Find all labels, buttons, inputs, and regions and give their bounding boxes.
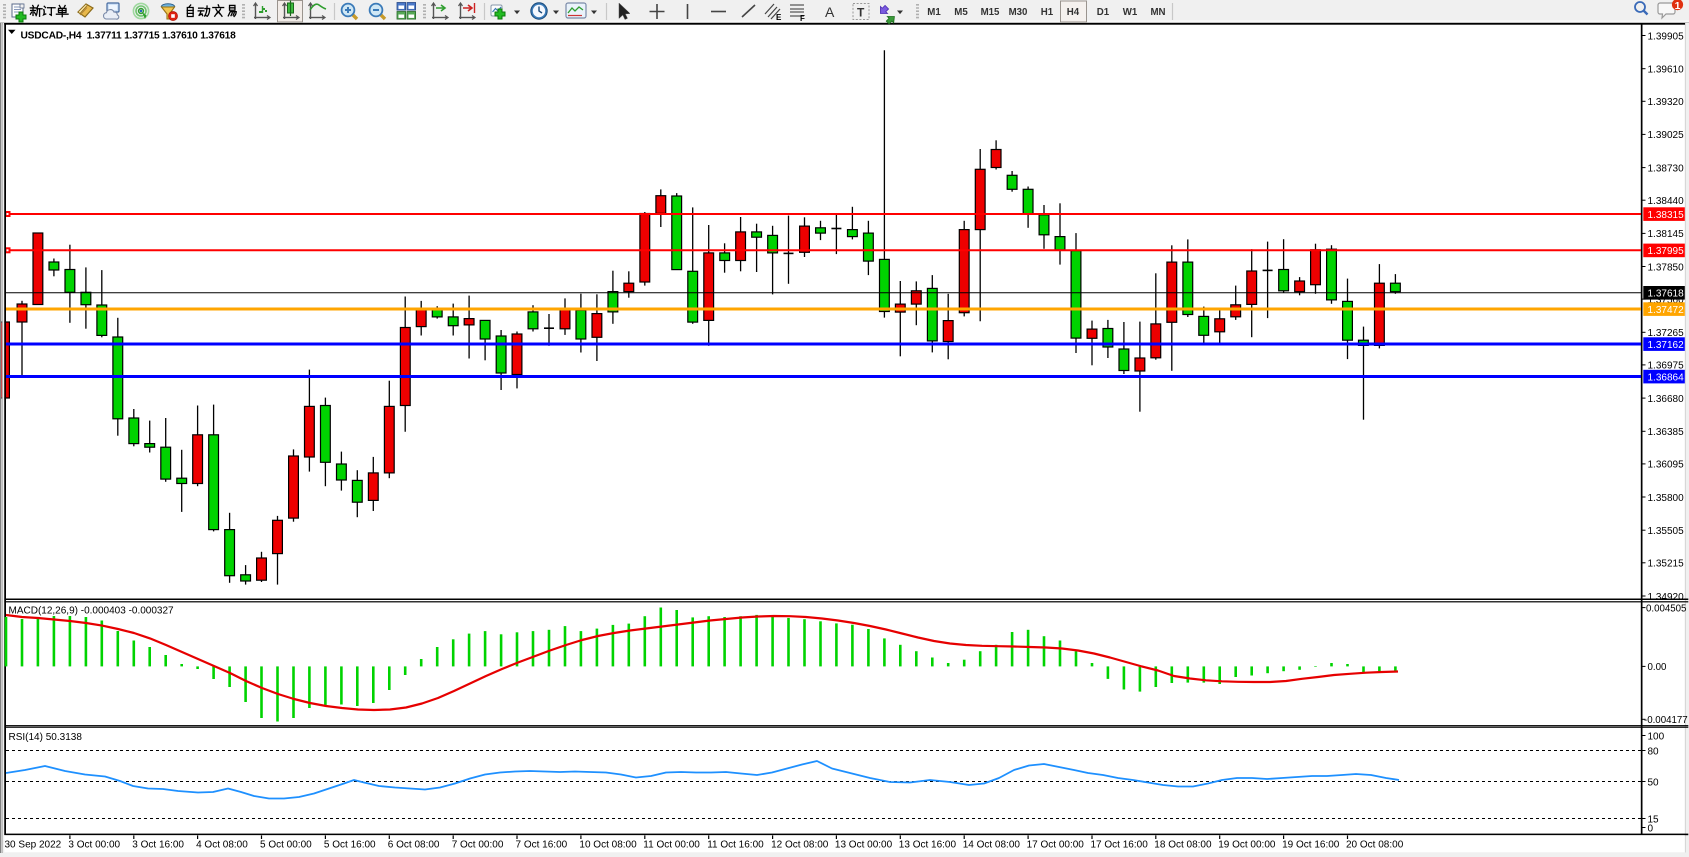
svg-text:1.37162: 1.37162 (1648, 340, 1685, 351)
svg-text:T: T (857, 6, 865, 20)
svg-text:M1: M1 (927, 7, 941, 18)
svg-text:RSI(14) 50.3138: RSI(14) 50.3138 (9, 732, 83, 743)
svg-text:1.37472: 1.37472 (1648, 305, 1685, 316)
svg-text:1.37560: 1.37560 (1648, 295, 1685, 306)
svg-text:F: F (800, 14, 805, 23)
svg-text:MACD(12,26,9) -0.000403 -0.000: MACD(12,26,9) -0.000403 -0.000327 (9, 606, 175, 617)
svg-text:11 Oct 16:00: 11 Oct 16:00 (707, 840, 764, 851)
svg-text:1.39320: 1.39320 (1648, 97, 1685, 108)
svg-text:11 Oct 00:00: 11 Oct 00:00 (643, 840, 700, 851)
svg-text:1.39610: 1.39610 (1648, 65, 1685, 76)
svg-text:0.004505: 0.004505 (1646, 603, 1686, 614)
svg-text:M15: M15 (981, 7, 1000, 18)
svg-text:19 Oct 00:00: 19 Oct 00:00 (1218, 840, 1276, 851)
svg-text:6 Oct 08:00: 6 Oct 08:00 (388, 840, 440, 851)
svg-text:1.37995: 1.37995 (1648, 246, 1685, 257)
svg-text:1.38315: 1.38315 (1648, 210, 1685, 221)
svg-text:7 Oct 16:00: 7 Oct 16:00 (516, 840, 568, 851)
svg-text:1.38730: 1.38730 (1648, 163, 1685, 174)
svg-text:12 Oct 08:00: 12 Oct 08:00 (771, 840, 829, 851)
svg-text:-0.004177: -0.004177 (1644, 715, 1688, 726)
svg-text:100: 100 (1648, 731, 1665, 742)
svg-text:17 Oct 00:00: 17 Oct 00:00 (1027, 840, 1085, 851)
svg-text:20 Oct 08:00: 20 Oct 08:00 (1346, 840, 1404, 851)
svg-text:7 Oct 00:00: 7 Oct 00:00 (452, 840, 504, 851)
svg-text:E: E (776, 13, 782, 22)
svg-text:0.00: 0.00 (1648, 662, 1667, 673)
svg-text:D1: D1 (1097, 7, 1110, 18)
svg-text:1.39905: 1.39905 (1648, 31, 1685, 42)
svg-text:1.36095: 1.36095 (1648, 460, 1685, 471)
svg-text:M30: M30 (1009, 7, 1028, 18)
svg-text:M5: M5 (954, 7, 968, 18)
svg-text:1.37265: 1.37265 (1648, 328, 1685, 339)
svg-text:1.36385: 1.36385 (1648, 427, 1685, 438)
svg-text:19 Oct 16:00: 19 Oct 16:00 (1282, 840, 1340, 851)
svg-text:30 Sep 2022: 30 Sep 2022 (5, 840, 62, 851)
svg-text:W1: W1 (1123, 7, 1138, 18)
svg-text:1.34920: 1.34920 (1648, 592, 1685, 603)
svg-text:4 Oct 08:00: 4 Oct 08:00 (196, 840, 248, 851)
svg-text:1.37618: 1.37618 (1648, 289, 1685, 300)
svg-text:13 Oct 00:00: 13 Oct 00:00 (835, 840, 893, 851)
svg-text:1.35215: 1.35215 (1648, 559, 1685, 570)
svg-text:H1: H1 (1041, 7, 1054, 18)
svg-text:1.38440: 1.38440 (1648, 196, 1685, 207)
svg-text:3 Oct 16:00: 3 Oct 16:00 (132, 840, 184, 851)
svg-text:1.38145: 1.38145 (1648, 229, 1685, 240)
svg-text:USDCAD-,H4 1.37711 1.37715 1.: USDCAD-,H4 1.37711 1.37715 1.37610 1.376… (21, 30, 237, 41)
svg-text:1.36864: 1.36864 (1648, 372, 1685, 383)
svg-text:13 Oct 16:00: 13 Oct 16:00 (899, 840, 957, 851)
svg-text:1.39025: 1.39025 (1648, 130, 1685, 141)
svg-text:MN: MN (1150, 7, 1165, 18)
svg-text:5 Oct 00:00: 5 Oct 00:00 (260, 840, 312, 851)
svg-text:80: 80 (1648, 746, 1660, 757)
svg-text:17 Oct 16:00: 17 Oct 16:00 (1091, 840, 1149, 851)
svg-text:14 Oct 08:00: 14 Oct 08:00 (963, 840, 1021, 851)
svg-text:15: 15 (1648, 814, 1660, 825)
svg-text:1.35800: 1.35800 (1648, 493, 1685, 504)
svg-text:1: 1 (1675, 0, 1681, 12)
svg-text:1.36975: 1.36975 (1648, 361, 1685, 372)
svg-text:3 Oct 00:00: 3 Oct 00:00 (68, 840, 120, 851)
svg-text:1.35505: 1.35505 (1648, 526, 1685, 537)
svg-text:0: 0 (1648, 823, 1654, 834)
svg-text:A: A (825, 4, 835, 20)
svg-text:1.37850: 1.37850 (1648, 262, 1685, 273)
svg-text:1.36680: 1.36680 (1648, 394, 1685, 405)
svg-text:10 Oct 08:00: 10 Oct 08:00 (579, 840, 637, 851)
svg-text:5 Oct 16:00: 5 Oct 16:00 (324, 840, 376, 851)
svg-text:H4: H4 (1067, 7, 1080, 18)
svg-text:50: 50 (1648, 777, 1660, 788)
svg-text:18 Oct 08:00: 18 Oct 08:00 (1154, 840, 1212, 851)
